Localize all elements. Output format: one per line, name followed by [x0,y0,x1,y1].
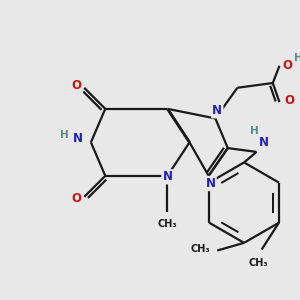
Text: CH₃: CH₃ [248,258,268,268]
Text: H: H [60,130,68,140]
Text: N: N [73,132,82,145]
Text: CH₃: CH₃ [190,244,210,254]
Text: O: O [72,80,82,92]
Text: O: O [282,59,292,72]
Text: CH₃: CH₃ [158,219,177,229]
Text: O: O [284,94,294,107]
Text: N: N [206,177,216,190]
Text: N: N [259,136,269,149]
Text: H: H [250,126,259,136]
Text: H: H [294,53,300,63]
Text: N: N [163,170,172,183]
Text: O: O [72,192,82,205]
Text: N: N [212,104,222,117]
